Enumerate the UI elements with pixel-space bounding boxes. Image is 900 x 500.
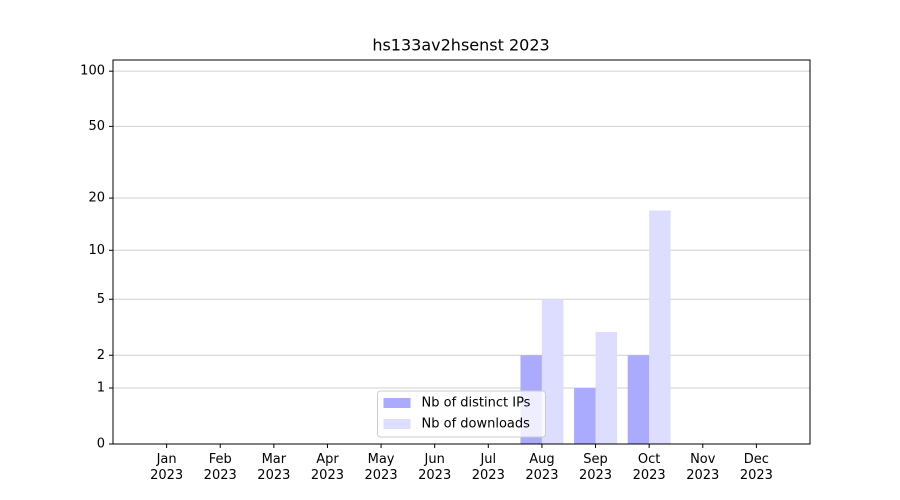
bar xyxy=(649,210,671,444)
legend-frame xyxy=(377,390,546,438)
bar xyxy=(574,388,596,444)
legend-label: Nb of distinct IPs xyxy=(422,396,531,411)
x-tick-label: Feb 2023 xyxy=(203,452,237,483)
legend-label: Nb of downloads xyxy=(422,417,531,432)
bar xyxy=(595,332,617,444)
x-tick-label: Oct 2023 xyxy=(632,452,666,483)
y-tick-label: 50 xyxy=(88,119,105,134)
x-tick-label: Aug 2023 xyxy=(525,452,559,483)
plot-frame xyxy=(112,59,811,445)
legend: Nb of distinct IPs Nb of downloads xyxy=(377,390,546,438)
y-tick-label: 100 xyxy=(80,64,105,79)
bar xyxy=(541,299,564,444)
y-tick-label: 5 xyxy=(97,292,105,307)
y-tick-label: 2 xyxy=(97,348,105,363)
x-tick-label: Sep 2023 xyxy=(578,452,613,483)
x-tick-label: Jul 2023 xyxy=(471,452,505,483)
x-tick-label: Apr 2023 xyxy=(310,452,344,483)
y-tick-label: 20 xyxy=(88,191,105,206)
bar xyxy=(627,355,650,444)
legend-swatch xyxy=(383,419,411,429)
x-tick-label: May 2023 xyxy=(364,452,398,483)
y-tick-label: 1 xyxy=(97,381,105,396)
x-tick-label: Jun 2023 xyxy=(418,452,452,483)
x-tick-label: Nov 2023 xyxy=(686,452,720,483)
y-tick-label: 0 xyxy=(97,437,105,452)
y-tick-label: 10 xyxy=(88,243,105,258)
x-tick-label: Mar 2023 xyxy=(257,452,291,483)
chart-title: hs133av2hsenst 2023 xyxy=(372,36,549,55)
legend-swatch xyxy=(383,398,411,408)
x-tick-label: Jan 2023 xyxy=(150,452,184,483)
x-tick-label: Dec 2023 xyxy=(739,452,773,483)
